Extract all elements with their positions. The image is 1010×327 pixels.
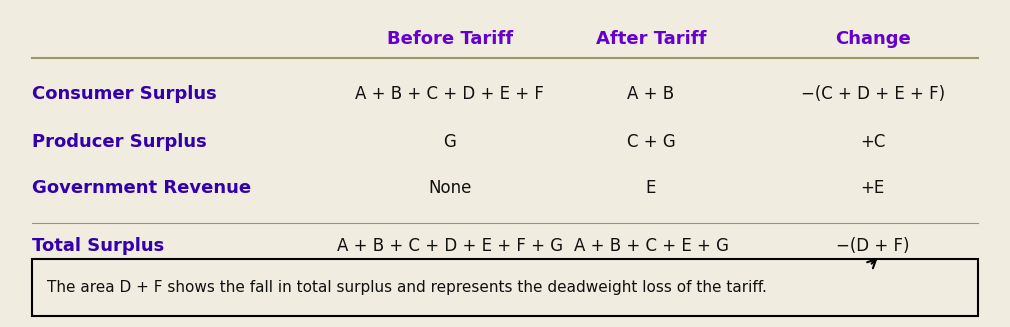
Text: A + B + C + D + E + F + G: A + B + C + D + E + F + G bbox=[336, 237, 563, 255]
Text: None: None bbox=[428, 179, 472, 197]
Text: Change: Change bbox=[834, 30, 910, 48]
Text: C + G: C + G bbox=[626, 133, 676, 151]
FancyBboxPatch shape bbox=[31, 259, 979, 316]
Text: After Tariff: After Tariff bbox=[596, 30, 706, 48]
Text: Government Revenue: Government Revenue bbox=[31, 179, 250, 197]
Text: A + B + C + E + G: A + B + C + E + G bbox=[574, 237, 728, 255]
Text: A + B: A + B bbox=[627, 85, 675, 103]
Text: The area D + F shows the fall in total surplus and represents the deadweight los: The area D + F shows the fall in total s… bbox=[46, 280, 767, 295]
Text: Before Tariff: Before Tariff bbox=[387, 30, 513, 48]
Text: +C: +C bbox=[860, 133, 886, 151]
Text: Total Surplus: Total Surplus bbox=[31, 237, 164, 255]
Text: A + B + C + D + E + F: A + B + C + D + E + F bbox=[356, 85, 544, 103]
Text: −(C + D + E + F): −(C + D + E + F) bbox=[801, 85, 944, 103]
Text: −(D + F): −(D + F) bbox=[836, 237, 909, 255]
Text: G: G bbox=[443, 133, 457, 151]
Text: Consumer Surplus: Consumer Surplus bbox=[31, 85, 216, 103]
Text: Producer Surplus: Producer Surplus bbox=[31, 133, 206, 151]
Text: E: E bbox=[645, 179, 656, 197]
Text: +E: +E bbox=[861, 179, 885, 197]
